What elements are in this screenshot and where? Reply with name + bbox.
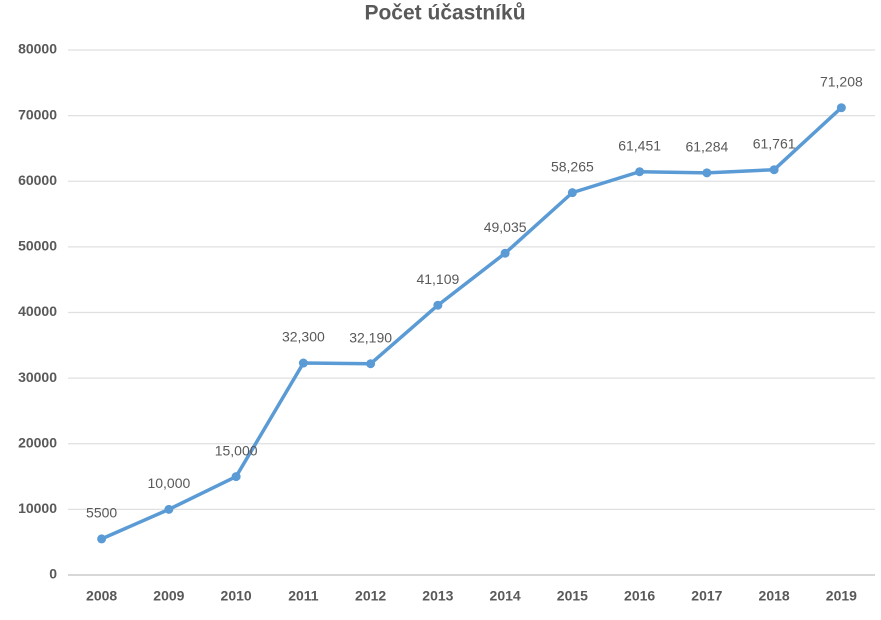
point bbox=[298, 358, 308, 368]
data-label: 32,300 bbox=[282, 329, 325, 345]
x-tick-label: 2018 bbox=[759, 588, 790, 604]
point bbox=[836, 103, 846, 113]
x-tick-label: 2010 bbox=[221, 588, 252, 604]
point bbox=[366, 359, 376, 369]
y-tick-label: 10000 bbox=[18, 500, 57, 516]
y-tick-label: 0 bbox=[49, 566, 57, 582]
point bbox=[769, 165, 779, 175]
data-label: 5500 bbox=[86, 505, 117, 521]
x-tick-label: 2017 bbox=[691, 588, 722, 604]
y-tick-label: 80000 bbox=[18, 41, 57, 57]
x-tick-label: 2019 bbox=[826, 588, 857, 604]
x-tick-label: 2014 bbox=[490, 588, 521, 604]
x-tick-label: 2013 bbox=[422, 588, 453, 604]
data-label: 49,035 bbox=[484, 219, 527, 235]
x-tick-label: 2012 bbox=[355, 588, 386, 604]
y-tick-label: 50000 bbox=[18, 238, 57, 254]
point bbox=[500, 248, 510, 258]
data-label: 61,761 bbox=[753, 135, 796, 151]
data-label: 32,190 bbox=[349, 329, 392, 345]
line bbox=[100, 106, 843, 541]
point bbox=[97, 534, 107, 544]
y-tick-label: 40000 bbox=[18, 303, 57, 319]
data-label: 58,265 bbox=[551, 158, 594, 174]
point bbox=[635, 167, 645, 177]
y-tick-label: 60000 bbox=[18, 172, 57, 188]
point bbox=[567, 188, 577, 198]
point bbox=[231, 472, 241, 482]
y-tick-label: 30000 bbox=[18, 369, 57, 385]
x-tick-label: 2009 bbox=[153, 588, 184, 604]
x-tick-label: 2008 bbox=[86, 588, 117, 604]
y-tick-label: 70000 bbox=[18, 106, 57, 122]
data-label: 61,451 bbox=[618, 137, 661, 153]
point bbox=[433, 300, 443, 310]
data-label: 61,284 bbox=[685, 139, 728, 155]
data-label: 15,000 bbox=[215, 442, 258, 458]
x-tick-label: 2015 bbox=[557, 588, 588, 604]
data-label: 41,109 bbox=[416, 271, 459, 287]
y-tick-label: 20000 bbox=[18, 434, 57, 450]
data-label: 71,208 bbox=[820, 73, 863, 89]
point bbox=[164, 504, 174, 514]
chart-title: Počet účastníků bbox=[364, 2, 525, 25]
x-tick-label: 2016 bbox=[624, 588, 655, 604]
point bbox=[702, 168, 712, 178]
data-label: 10,000 bbox=[147, 475, 190, 491]
x-tick-label: 2011 bbox=[288, 588, 319, 604]
